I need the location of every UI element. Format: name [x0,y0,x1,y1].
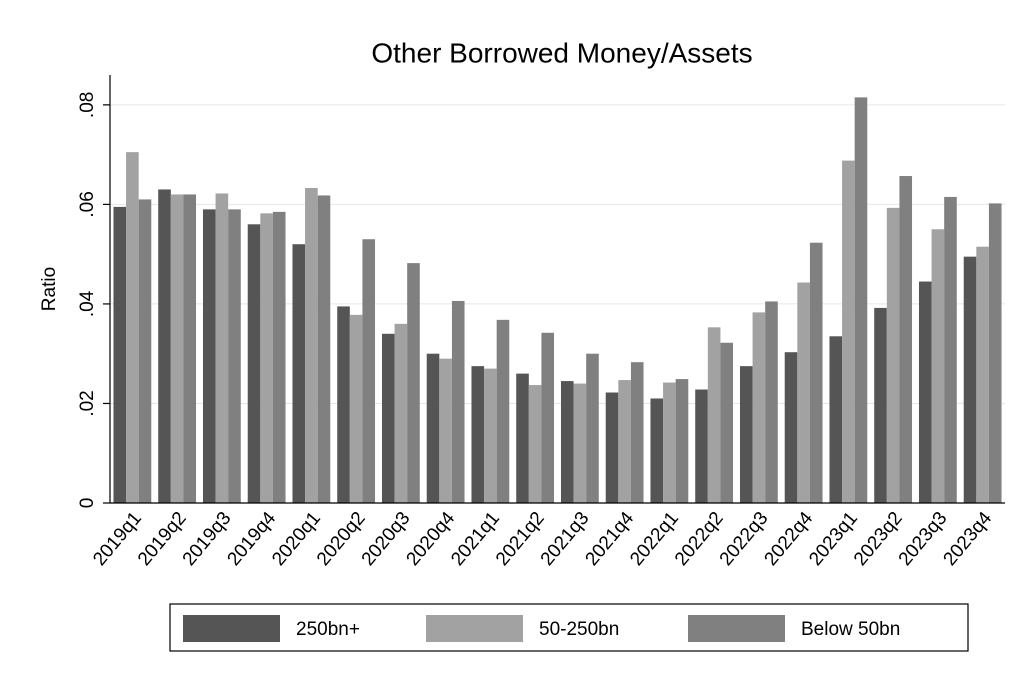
bar [630,362,644,503]
bar [976,246,989,503]
bar [695,389,708,503]
bar [394,323,408,503]
bar [272,211,286,503]
y-tick-label: .02 [77,390,98,416]
bar [496,319,510,503]
bar [407,263,420,503]
bar [183,194,197,503]
bar [317,195,331,504]
bar [349,314,363,503]
y-tick-label: .04 [77,290,98,317]
bar [739,366,753,503]
bar [797,282,810,503]
y-tick-label: .08 [77,92,98,118]
bar [560,381,574,503]
bar [675,379,689,503]
bar [618,380,631,503]
bar [484,368,497,503]
bar [516,373,529,503]
legend-label: Below 50bn [801,619,900,640]
bar [337,306,350,503]
legend-swatch [183,615,280,642]
bar [752,312,766,503]
bar [886,207,900,503]
legend-swatch [688,615,785,642]
y-tick-label: .06 [77,191,98,217]
legend-box [169,603,969,652]
y-tick-label: 0 [77,498,98,509]
bar [439,358,452,503]
bar [573,383,587,503]
bar [765,301,778,503]
bar [854,97,868,503]
bar [650,398,664,503]
bar [829,336,843,503]
bar [138,199,152,503]
bar [586,353,599,503]
bar [963,256,977,503]
bar [292,244,306,504]
bar [126,152,139,504]
bar [381,333,395,503]
bar [158,189,171,503]
chart-title: Other Borrowed Money/Assets [371,37,752,68]
bar [247,224,261,504]
y-axis-label: Ratio [39,267,60,311]
bar [471,366,485,503]
legend-label: 50-250bn [539,619,619,640]
legend-label: 250bn+ [296,619,360,640]
legend-swatch [426,615,523,642]
bar [931,229,945,504]
bar [362,239,376,504]
bar [944,196,957,503]
bar [528,385,542,503]
bar [988,203,1002,503]
bar [113,206,127,503]
bar [426,353,440,503]
bar [918,281,932,503]
bar [605,392,619,503]
bar [305,187,318,503]
bar [228,209,241,504]
bar [202,209,216,504]
bar [874,307,887,503]
bar [170,194,184,503]
bar [720,342,734,503]
bar [784,352,798,503]
bar [451,300,465,503]
bar [707,327,721,503]
bar [215,193,229,503]
bar [809,242,823,503]
bar [663,382,676,503]
bar [541,332,555,503]
bar [899,176,913,504]
bar [260,213,273,503]
bar [842,160,855,503]
